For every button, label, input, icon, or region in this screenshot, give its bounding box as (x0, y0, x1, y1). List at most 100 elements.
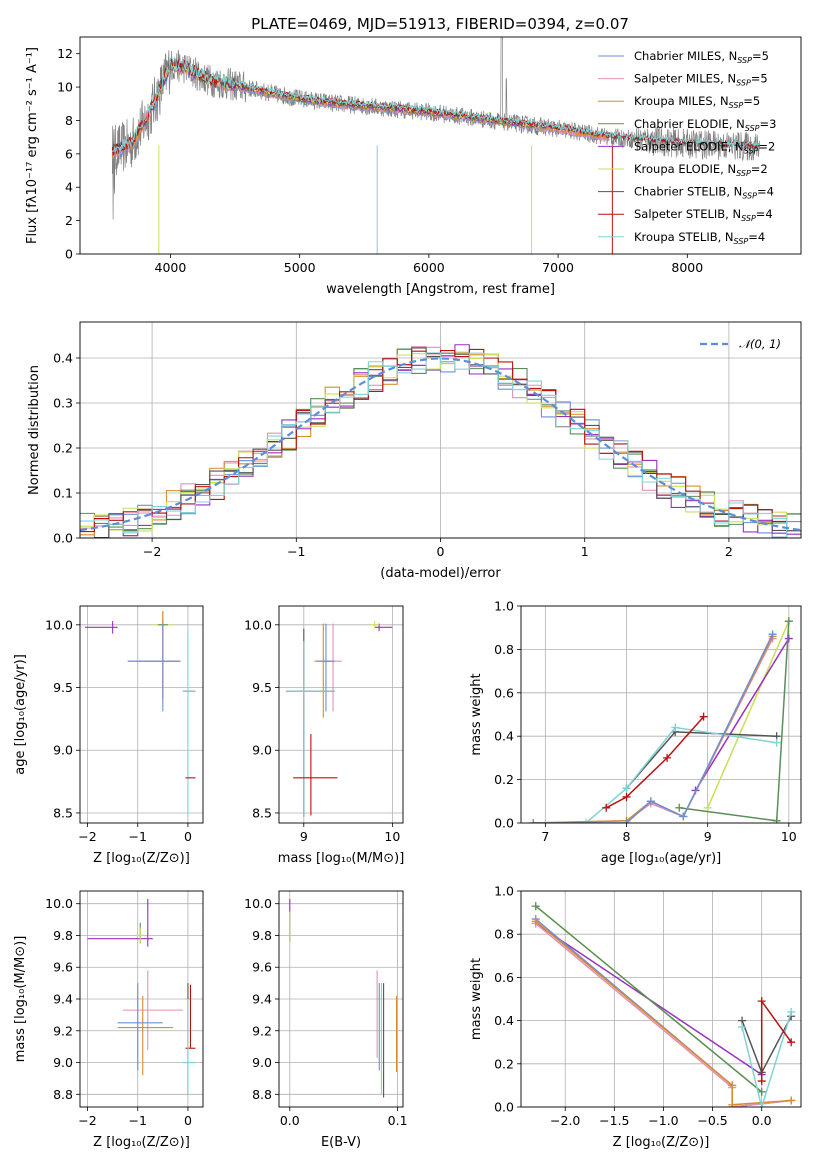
x-tick-label: −0.5 (697, 1113, 727, 1128)
y-tick-label: 0.6 (494, 685, 514, 700)
axes-frame (278, 890, 404, 1108)
y-tick-label: 10.0 (244, 617, 272, 632)
mass_vs_ebv-panel: 0.0 0.1 8.8 9.0 9.2 9.4 9.6 9.8 10.0 E(B-V) (244, 890, 408, 1150)
series-marker (622, 792, 631, 801)
errorbar-salpeter_miles (122, 970, 183, 1050)
x-tick-label: 0.1 (388, 1113, 408, 1128)
legend-subscript: SSP (741, 214, 756, 223)
x-tick-label: −2.0 (550, 1113, 580, 1128)
plot-area (529, 617, 793, 823)
legend-value: =5 (751, 72, 768, 86)
y-tick-label: 2 (65, 213, 73, 228)
errorbar-kroupa_elodie (135, 927, 146, 944)
plot-area (87, 898, 196, 1095)
series-marker (757, 1077, 766, 1086)
x-axis-label: wavelength [Angstrom, rest frame] (326, 282, 555, 297)
series-line (533, 636, 774, 823)
legend-label: Salpeter STELIB, NSSP=4 (634, 207, 773, 223)
y-tick-label: 0.2 (53, 441, 73, 456)
series-marker (772, 816, 781, 823)
series-line (741, 1011, 792, 1107)
y-tick-label: 0.6 (494, 970, 514, 985)
x-tick-label: 7 (541, 829, 549, 844)
x-tick-label: −1 (129, 829, 147, 844)
x-tick-label: 6000 (413, 260, 445, 275)
series-kroupa_miles (531, 917, 796, 1107)
x-tick-label: 1 (581, 544, 589, 559)
errorbar-salpeter_miles (324, 623, 342, 712)
series-kroupa_stelib (581, 723, 781, 823)
errorbar-chabrier_miles (117, 983, 163, 1071)
y-tick-label: 1.0 (494, 884, 514, 899)
y-tick-label: 9.5 (252, 680, 272, 695)
model-salpeter_miles (111, 62, 610, 159)
plot-area (289, 898, 398, 1098)
series-line (760, 998, 792, 1082)
legend-text: Chabrier STELIB, N (634, 185, 742, 199)
legend-text: Kroupa STELIB, N (634, 230, 734, 244)
y-tick-label: 9.4 (53, 992, 73, 1007)
y-tick-label: 0.8 (494, 642, 514, 657)
series-marker (529, 819, 538, 823)
errorbar-kroupa_miles (135, 611, 181, 699)
series-marker (787, 1096, 796, 1105)
legend-text: Salpeter STELIB, N (634, 207, 741, 221)
series-marker (602, 803, 611, 812)
legend-text: Chabrier MILES, N (634, 49, 737, 63)
errorbar-salpeter_stelib (293, 733, 338, 816)
x-tick-label: 2 (725, 544, 733, 559)
y-tick-label: 9.6 (252, 960, 272, 975)
y-tick-label: 9.2 (53, 1023, 73, 1038)
y-tick-label: 10.0 (45, 617, 73, 632)
series-marker (784, 617, 793, 626)
errorbar-kroupa_elodie (370, 621, 380, 629)
series-marker (622, 784, 631, 793)
y-tick-label: 9.2 (252, 1023, 272, 1038)
legend-label: Salpeter MILES, NSSP=5 (634, 72, 768, 88)
x-tick-label: 5000 (284, 260, 316, 275)
series-marker (679, 812, 688, 821)
series-marker (531, 902, 540, 911)
errorbar-kroupa_miles (314, 623, 333, 718)
x-tick-label: 10 (384, 829, 400, 844)
legend-value: =3 (760, 117, 777, 131)
plot-area (531, 902, 796, 1107)
legend-label: Kroupa ELODIE, NSSP=2 (634, 162, 768, 178)
x-tick-label: 0.0 (280, 1113, 300, 1128)
series-marker (675, 803, 684, 812)
x-tick-label: −1.5 (599, 1113, 629, 1128)
legend: 𝒩(0, 1) (700, 337, 781, 351)
series-marker (531, 917, 540, 926)
errorbar-salpeter_elodie (87, 898, 153, 947)
mass_weight_vs_age-panel: 7 8 9 10 0.0 0.2 0.4 0.6 0.8 1.0 age [log₁₀(age/yr… (469, 599, 802, 866)
axes-frame (79, 890, 204, 1108)
series-marker (581, 819, 590, 823)
figure-title: PLATE=0469, MJD=51913, FIBERID=0394, z=0… (251, 15, 629, 33)
series-kroupa_miles (529, 632, 777, 823)
y-tick-label: 0.4 (494, 729, 514, 744)
axes-frame (79, 605, 204, 824)
series-marker (738, 1023, 747, 1032)
series-marker (728, 1081, 737, 1090)
x-tick-label: 0.0 (752, 1113, 772, 1128)
grid (80, 891, 203, 1107)
grid (279, 891, 403, 1107)
model-kroupa_stelib (111, 55, 761, 154)
x-tick-label: 9 (704, 829, 712, 844)
y-tick-label: 0.3 (53, 396, 73, 411)
series-marker (671, 723, 680, 732)
series-line (605, 716, 705, 809)
x-tick-label: −2 (143, 544, 161, 559)
legend-value: =5 (743, 94, 760, 108)
histogram-salpeter_stelib (80, 348, 801, 538)
y-tick-label: 6 (65, 146, 73, 161)
x-axis-label: E(B-V) (321, 1135, 361, 1150)
y-tick-label: 4 (65, 180, 73, 195)
y-tick-label: 9.0 (53, 743, 73, 758)
x-tick-label: −1 (287, 544, 305, 559)
series-line (535, 920, 792, 1106)
y-tick-label: 9.0 (252, 743, 272, 758)
y-axis-label: mass [log₁₀(M/M⊙)] (13, 936, 28, 1063)
grid (521, 605, 801, 824)
